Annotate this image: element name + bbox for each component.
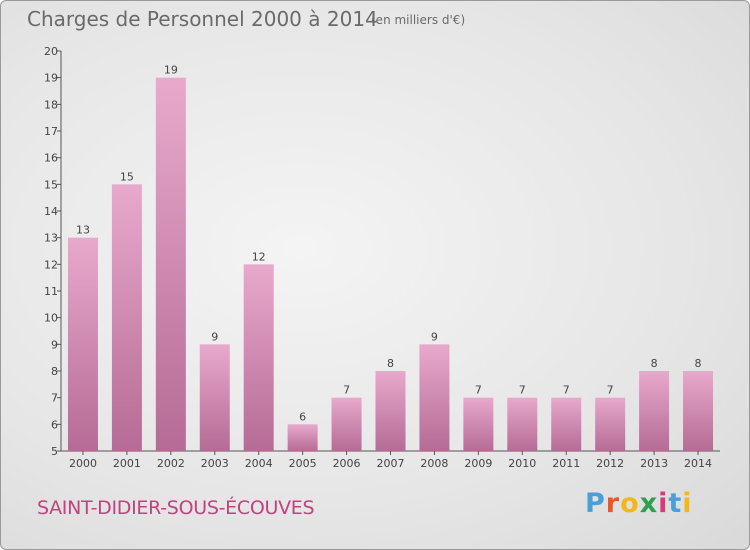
y-tick-label: 19 [44, 72, 58, 85]
y-tick-label: 8 [51, 365, 58, 378]
bar [243, 264, 274, 451]
bar [463, 397, 494, 451]
y-tick-label: 15 [44, 178, 58, 191]
x-tick-label: 2012 [596, 457, 624, 470]
bar [595, 397, 626, 451]
x-tick-label: 2007 [377, 457, 405, 470]
logo-letter: o [620, 488, 640, 519]
y-tick-label: 6 [51, 418, 58, 431]
x-tick-label: 2002 [157, 457, 185, 470]
x-tick-label: 2003 [201, 457, 229, 470]
data-label: 7 [475, 384, 482, 397]
logo-letter: i [658, 488, 669, 519]
y-tick-label: 10 [44, 312, 58, 325]
data-label: 9 [431, 330, 438, 343]
bar [331, 397, 362, 451]
chart-subtitle: (en milliers d'€) [371, 13, 466, 27]
y-tick-label: 9 [51, 338, 58, 351]
data-label: 8 [387, 357, 394, 370]
bar [639, 371, 670, 451]
y-tick-label: 11 [44, 285, 58, 298]
data-label: 7 [607, 384, 614, 397]
data-label: 12 [252, 250, 266, 263]
y-tick-label: 13 [44, 232, 58, 245]
data-label: 7 [563, 384, 570, 397]
data-label: 9 [211, 330, 218, 343]
bar [375, 371, 406, 451]
x-tick-label: 2001 [113, 457, 141, 470]
data-label: 8 [695, 357, 702, 370]
bar [155, 77, 186, 452]
data-label: 6 [299, 410, 306, 423]
data-label: 13 [76, 224, 90, 237]
data-label: 7 [519, 384, 526, 397]
x-tick-label: 2006 [333, 457, 361, 470]
bar [683, 371, 714, 451]
x-tick-label: 2004 [245, 457, 273, 470]
commune-name: SAINT-DIDIER-SOUS-ÉCOUVES [37, 497, 315, 519]
y-tick-label: 7 [51, 392, 58, 405]
bar [507, 397, 538, 451]
bar [111, 184, 142, 452]
y-tick-label: 17 [44, 125, 58, 138]
bar [287, 424, 318, 451]
y-tick-label: 18 [44, 98, 58, 111]
logo-letter: i [682, 488, 693, 519]
logo-letter: P [585, 488, 606, 519]
proxiti-logo[interactable]: Proxiti [585, 488, 693, 519]
data-label: 8 [651, 357, 658, 370]
logo-letter: x [639, 488, 659, 519]
y-tick-label: 14 [44, 205, 58, 218]
x-tick-label: 2011 [552, 457, 580, 470]
data-label: 19 [164, 64, 178, 77]
data-label: 7 [343, 384, 350, 397]
data-label: 15 [120, 170, 134, 183]
x-tick-label: 2014 [684, 457, 712, 470]
x-tick-label: 2005 [289, 457, 317, 470]
x-tick-label: 2013 [640, 457, 668, 470]
logo-letter: r [605, 488, 621, 519]
y-tick-label: 12 [44, 258, 58, 271]
x-tick-label: 2000 [69, 457, 97, 470]
bar [67, 237, 98, 451]
bar [419, 344, 450, 451]
bar [199, 344, 230, 451]
x-tick-label: 2010 [508, 457, 536, 470]
y-tick-label: 5 [51, 445, 58, 458]
y-tick-label: 16 [44, 152, 58, 165]
logo-letter: t [668, 488, 683, 519]
chart-title: Charges de Personnel 2000 à 2014 [27, 7, 378, 31]
x-tick-label: 2009 [464, 457, 492, 470]
x-tick-label: 2008 [420, 457, 448, 470]
y-tick-label: 20 [44, 45, 58, 58]
bar [551, 397, 582, 451]
